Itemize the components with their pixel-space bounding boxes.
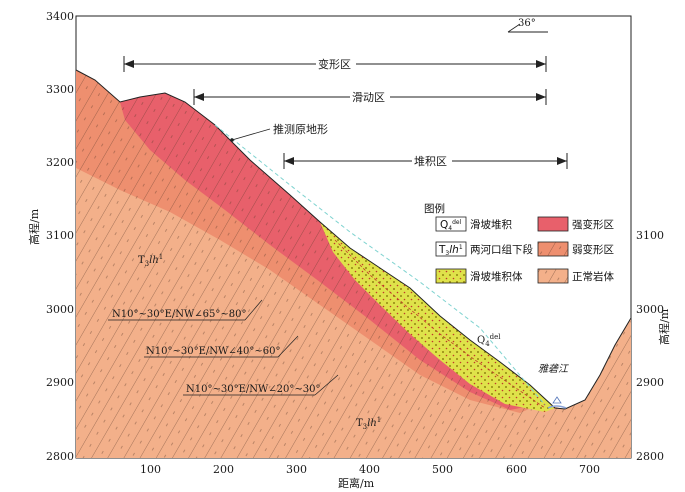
legend-q4-swatch: [435, 216, 467, 232]
zone-accumulation-label: 堆积区: [414, 155, 447, 168]
y-axis-left: 3400 3300 3200 3100 3000 2900 2800: [46, 10, 74, 463]
legend-normal-label: 正常岩体: [572, 270, 614, 283]
legend-t3-symbol: T3lh1: [438, 244, 463, 257]
legend-deposit-dots: [436, 269, 466, 283]
y-tick-3200: 3200: [46, 156, 74, 169]
x-tick-100: 100: [140, 463, 161, 476]
inferred-ground-leader: [231, 128, 271, 141]
x-tick-200: 200: [213, 463, 234, 476]
legend-strong-swatch: [537, 216, 569, 232]
y-axis-label-right: 高程/m: [657, 308, 671, 345]
joint-label-1: N10°~30°E/NW∠65°~80°: [112, 309, 246, 320]
q4-label: Q4del: [477, 333, 501, 348]
x-tick-600: 600: [506, 463, 527, 476]
inferred-ground-label: 推测原地形: [273, 122, 328, 136]
river-label: 雅砻江: [538, 363, 569, 375]
river: [547, 405, 567, 409]
zone-sliding: 滑动区: [193, 89, 547, 105]
slip-surface: [334, 239, 546, 409]
y-right-tick-2900: 2900: [636, 376, 664, 389]
legend-t3-label: 两河口组下段: [470, 243, 533, 256]
joint-annotation-3: N10°~30°E/NW∠20°~30°: [183, 374, 339, 396]
zone-sliding-label: 滑动区: [352, 91, 385, 104]
legend-weak-label: 弱变形区: [572, 243, 614, 256]
y-right-tick-3100: 3100: [636, 229, 664, 242]
inferred-ground-line: [214, 124, 546, 406]
zone-deformation: 变形区: [123, 56, 547, 72]
water-level-icon: [552, 396, 562, 404]
x-tick-300: 300: [286, 463, 307, 476]
y-tick-3100: 3100: [46, 229, 74, 242]
y-tick-3300: 3300: [46, 83, 74, 96]
strata-label-lower: T3lh1: [356, 416, 381, 431]
y-tick-3400: 3400: [46, 10, 74, 23]
x-axis-label: 距离/m: [338, 476, 375, 490]
strata-label-upper: T3lh1: [138, 253, 163, 268]
legend: 图例 Q4del 滑坡堆积 强变形区 T3lh1 两河口组下段 弱变形区 滑坡堆…: [424, 202, 614, 284]
landslide-deposit-dots: [320, 222, 555, 412]
y-tick-2800: 2800: [46, 450, 74, 463]
joint-annotation-2: N10°~30°E/NW∠40°~60°: [144, 335, 299, 358]
joint-label-3: N10°~30°E/NW∠20°~30°: [186, 384, 320, 395]
legend-weak-hatch: [538, 242, 568, 256]
y-axis-label-left: 高程/m: [27, 208, 41, 245]
x-axis: 100 200 300 400 500 600 700: [140, 463, 600, 476]
orientation-tick: [507, 23, 521, 33]
y-axis-right: 3100 3000 2900 2800: [636, 229, 664, 463]
legend-normal-hatch: [538, 269, 568, 283]
ground-surface-line: [76, 69, 631, 410]
zone-accumulation: 堆积区: [283, 153, 568, 169]
joint-label-2: N10°~30°E/NW∠40°~60°: [146, 346, 280, 357]
legend-deposit-label: 滑坡堆积体: [470, 270, 523, 283]
y-tick-2900: 2900: [46, 376, 74, 389]
x-tick-400: 400: [359, 463, 380, 476]
legend-title: 图例: [424, 202, 445, 215]
joint-annotation-1: N10°~30°E/NW∠65°~80°: [108, 299, 263, 321]
legend-strong-label: 强变形区: [572, 218, 614, 231]
legend-q4-label: 滑坡堆积: [470, 218, 512, 231]
x-tick-700: 700: [579, 463, 600, 476]
y-tick-3000: 3000: [46, 303, 74, 316]
inferred-ground-marker: [230, 138, 234, 142]
y-right-tick-3000: 3000: [636, 303, 664, 316]
legend-q4-symbol: Q4del: [440, 219, 462, 232]
legend-t3-swatch: [435, 241, 467, 257]
orientation-label: 36°: [518, 18, 536, 29]
x-tick-500: 500: [432, 463, 453, 476]
y-right-tick-2800: 2800: [636, 450, 664, 463]
zone-deformation-label: 变形区: [318, 57, 351, 71]
